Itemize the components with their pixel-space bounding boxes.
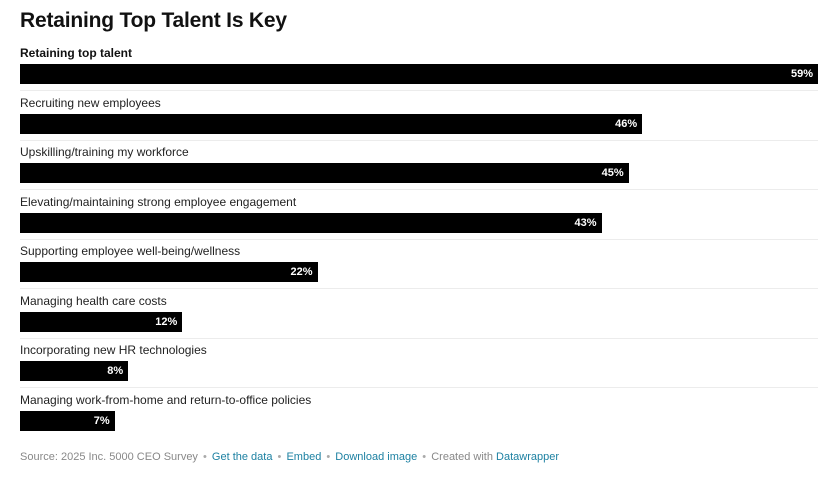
row-divider [20, 189, 818, 190]
bar: 59% [20, 64, 818, 84]
bar-value-label: 22% [290, 266, 313, 278]
chart-row: Recruiting new employees 46% [20, 94, 818, 144]
category-label: Managing work-from-home and return-to-of… [20, 392, 312, 407]
chart-row: Managing work-from-home and return-to-of… [20, 391, 818, 441]
get-data-link[interactable]: Get the data [211, 451, 273, 463]
category-label: Upskilling/training my workforce [20, 145, 189, 159]
datawrapper-link[interactable]: Datawrapper [496, 451, 560, 463]
chart-footer: Source: 2025 Inc. 5000 CEO Survey • Get … [20, 451, 559, 463]
category-label: Recruiting new employees [20, 95, 161, 110]
separator-dot: • [326, 451, 331, 463]
category-label: Elevating/maintaining strong employee en… [20, 194, 297, 209]
source-text: Source: 2025 Inc. 5000 CEO Survey [20, 451, 198, 463]
embed-link[interactable]: Embed [286, 451, 322, 463]
chart-row: Upskilling/training my workforce 45% [20, 143, 818, 193]
row-divider [20, 387, 818, 388]
bar-value-label: 45% [601, 167, 624, 179]
bar-value-label: 43% [574, 216, 597, 229]
category-label: Supporting employee well-being/wellness [20, 244, 241, 258]
bar-value-label: 46% [615, 117, 638, 130]
bar: 43% [20, 212, 602, 233]
bar-value-label: 8% [107, 365, 124, 377]
chart-row: Managing health care costs 12% [20, 292, 818, 342]
bar: 7% [20, 410, 115, 431]
bar: 12% [20, 311, 183, 332]
bar-chart: Retaining top talent 59% Recruiting new em… [20, 44, 818, 440]
created-with-text: Created with [431, 451, 493, 463]
category-label: Managing health care costs [20, 293, 167, 308]
chart-title: Retaining Top Talent Is Key [20, 9, 287, 32]
bar-value-label: 7% [93, 414, 110, 427]
bar: 22% [20, 262, 318, 282]
row-divider [20, 238, 818, 240]
chart-row: Incorporating new HR technologies 8% [20, 341, 818, 391]
bar: 8% [20, 361, 129, 381]
row-divider [20, 337, 818, 339]
bar: 46% [20, 113, 643, 134]
bar-value-label: 59% [790, 68, 813, 80]
bar: 45% [20, 163, 629, 183]
download-image-link[interactable]: Download image [335, 451, 418, 463]
row-divider [20, 139, 818, 141]
category-label: Retaining top talent [20, 46, 132, 60]
chart-row: Retaining top talent 59% [20, 44, 818, 94]
row-divider [20, 90, 818, 91]
separator-dot: • [422, 451, 427, 463]
chart-row: Elevating/maintaining strong employee en… [20, 193, 818, 243]
separator-dot: • [277, 451, 282, 463]
chart-row: Supporting employee well-being/wellness 2… [20, 242, 818, 292]
category-label: Incorporating new HR technologies [20, 343, 207, 357]
separator-dot: • [203, 451, 207, 463]
row-divider [20, 288, 818, 289]
bar-value-label: 12% [155, 315, 178, 328]
